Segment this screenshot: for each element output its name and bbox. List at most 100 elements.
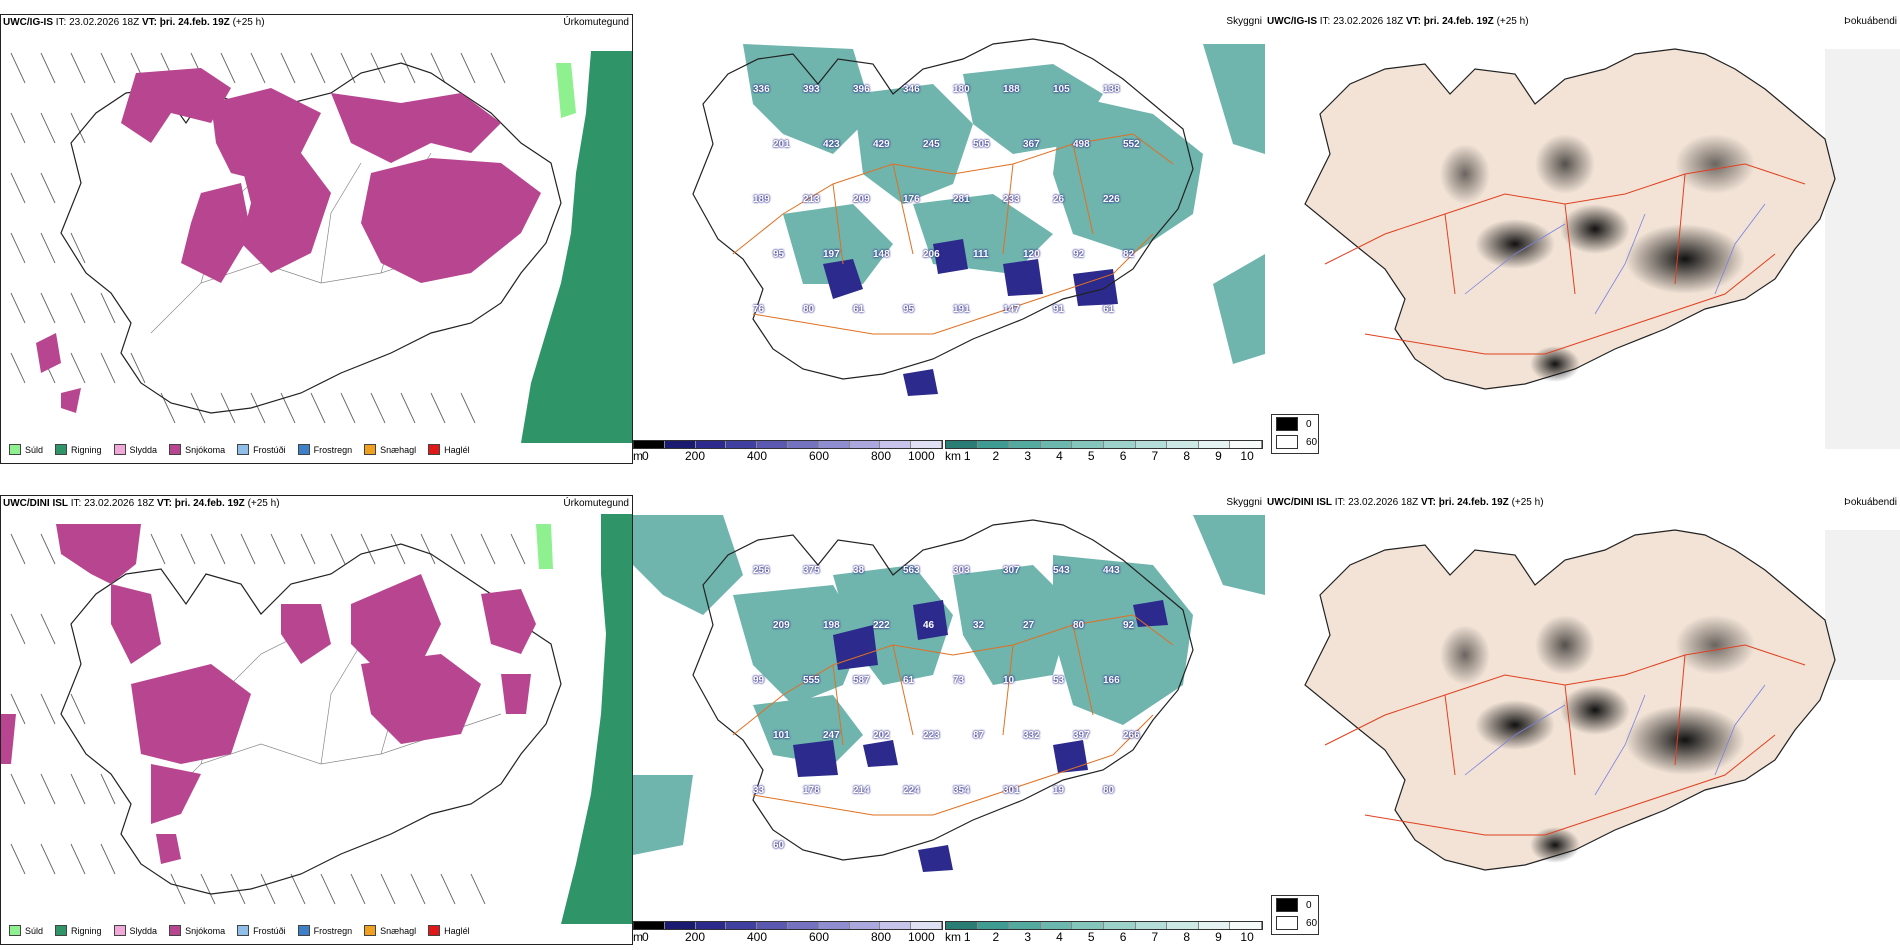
legend-item: Súld xyxy=(9,444,43,455)
scale-tick: 1000 xyxy=(907,449,935,463)
legend-swatch xyxy=(364,444,377,455)
cloud-height-label: 80 xyxy=(803,304,815,315)
scale-m-bar xyxy=(633,440,943,449)
scale-unit: m xyxy=(633,930,643,944)
cloud-height-label: 61 xyxy=(853,304,865,315)
legend-swatch xyxy=(237,444,250,455)
cloud-height-label: 223 xyxy=(923,730,940,741)
fog-key-swatch xyxy=(1276,435,1298,449)
cloud-height-label: 198 xyxy=(823,620,840,631)
legend-swatch xyxy=(297,444,310,455)
scale-tick: 2 xyxy=(992,449,1000,463)
rain-area xyxy=(561,514,632,924)
legend-label: Snæhagl xyxy=(380,925,417,936)
scale-m-ticks: m 0 200 400 600 800 1000 xyxy=(633,449,943,463)
scale-tick: 9 xyxy=(1215,449,1222,463)
fog-key-label: 60 xyxy=(1306,436,1318,448)
valid-time: þri. 24.feb. 19Z xyxy=(1438,497,1509,508)
cloud-height-label: 209 xyxy=(773,620,790,631)
scale-tick: 200 xyxy=(684,930,706,944)
scale-tick: 8 xyxy=(1183,449,1191,463)
legend-swatch xyxy=(113,444,126,455)
legend-swatch xyxy=(428,444,441,455)
cloud-height-label: 120 xyxy=(1023,249,1040,260)
cloud-title: Skyggni xyxy=(1226,16,1262,27)
roads xyxy=(732,614,1174,816)
scale-tick: 400 xyxy=(746,930,768,944)
cloud-height-label: 61 xyxy=(903,675,915,686)
scale-m-bar xyxy=(633,921,943,930)
cloud-height-label: 180 xyxy=(953,84,970,95)
precip-map xyxy=(10,51,632,443)
legend-item: Snæhagl xyxy=(364,925,416,936)
legend-label: Rigning xyxy=(71,925,102,936)
cloud-height-label: 429 xyxy=(873,139,890,150)
legend-item: Snjókoma xyxy=(169,925,225,936)
cloud-height-label: 178 xyxy=(803,785,820,796)
cloud-height-label: 209 xyxy=(853,194,870,205)
cloud-height-label: 73 xyxy=(953,675,965,686)
snow-areas xyxy=(36,68,541,413)
legend-swatch xyxy=(237,925,250,936)
cloud-height-label: 256 xyxy=(753,565,770,576)
init-time: 23.02.2026 18Z xyxy=(84,498,155,509)
fog-key-label: 60 xyxy=(1306,917,1318,929)
init-time: 23.02.2026 18Z xyxy=(69,17,140,28)
scale-tick: 4 xyxy=(1056,930,1063,944)
legend-item: Súld xyxy=(9,925,43,936)
scale-tick: 7 xyxy=(1151,930,1159,944)
scale-km-top: km 1 2 3 4 5 6 7 8 9 10 xyxy=(945,440,1263,463)
snow-areas xyxy=(1,524,536,864)
cloud-height-label: 393 xyxy=(803,84,820,95)
model-name: UWC/DINI ISL xyxy=(3,498,68,509)
legend-label: Snjókoma xyxy=(185,444,226,455)
precip-legend-top: Súld Rigning Slydda Snjókoma Frostúði Fr… xyxy=(9,444,470,455)
iceland-outline xyxy=(692,38,1194,380)
legend-swatch xyxy=(113,925,126,936)
legend-item: Slydda xyxy=(113,925,157,936)
roads xyxy=(1324,644,1806,836)
fog-panel-top: UWC/IG-IS IT: 23.02.2026 18Z VT: þri. 24… xyxy=(1265,14,1900,464)
cloud-height-label: 214 xyxy=(853,785,870,796)
cloud-panel-bottom: Skyggni 256 375 38 563 303 307 543 443 xyxy=(633,495,1265,945)
scale-m-top: m 0 200 400 600 800 1000 xyxy=(633,440,943,463)
cloud-height-label: 189 xyxy=(753,194,770,205)
legend-item: Slydda xyxy=(113,444,157,455)
legend-item: Rigning xyxy=(55,925,102,936)
precip-panel-bottom: UWC/DINI ISL IT: 23.02.2026 18Z VT: þri.… xyxy=(0,495,633,945)
offshore-fog xyxy=(1825,530,1900,680)
rivers xyxy=(1464,684,1766,796)
cloud-height-label: 222 xyxy=(873,620,890,631)
cloud-height-label: 38 xyxy=(853,565,865,576)
low-ceiling-areas xyxy=(823,239,1118,396)
cloud-height-label: 563 xyxy=(903,565,920,576)
legend-label: Súld xyxy=(25,925,44,936)
scale-km-ticks: km 1 2 3 4 5 6 7 8 9 10 xyxy=(945,449,1263,463)
legend-item: Snæhagl xyxy=(364,444,416,455)
valid-time: þri. 24.feb. 19Z xyxy=(159,17,230,28)
cloud-height-label: 91 xyxy=(1053,304,1065,315)
scale-tick: 6 xyxy=(1119,930,1127,944)
cloud-height-label: 80 xyxy=(1103,785,1115,796)
valid-time: þri. 24.feb. 19Z xyxy=(1423,16,1494,27)
cloud-map xyxy=(692,38,1265,396)
cloud-height-label: 87 xyxy=(973,730,985,741)
cloud-height-label: 543 xyxy=(1053,565,1070,576)
legend-label: Frostregn xyxy=(313,444,353,455)
cloud-height-label: 266 xyxy=(1123,730,1140,741)
cloud-height-label: 346 xyxy=(903,84,920,95)
cloud-height-label: 201 xyxy=(773,139,790,150)
rain-area xyxy=(521,51,632,443)
init-time: 23.02.2026 18Z xyxy=(1348,497,1419,508)
cloud-height-label: 27 xyxy=(1023,620,1035,631)
legend-label: Snjókoma xyxy=(185,925,226,936)
lead-time: (+25 h) xyxy=(232,17,265,28)
scale-km-ticks: km 1 2 3 4 5 6 7 8 9 10 xyxy=(945,930,1263,944)
legend-label: Haglél xyxy=(444,444,470,455)
legend-swatch xyxy=(169,925,182,936)
scale-tick: 5 xyxy=(1087,930,1095,944)
cloud-height-label: 307 xyxy=(1003,565,1020,576)
it-label: IT: xyxy=(55,17,67,28)
cloud-height-label: 10 xyxy=(1003,675,1015,686)
legend-swatch xyxy=(364,925,377,936)
